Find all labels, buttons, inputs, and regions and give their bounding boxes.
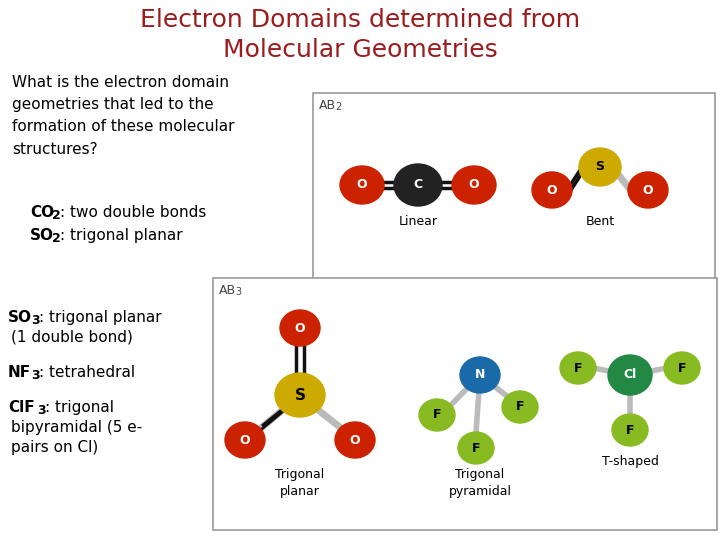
Text: S: S bbox=[595, 160, 605, 173]
Bar bbox=[313, 93, 715, 285]
Text: Molecular Geometries: Molecular Geometries bbox=[222, 38, 498, 62]
Text: O: O bbox=[294, 321, 305, 334]
Text: O: O bbox=[643, 184, 653, 197]
Text: F: F bbox=[472, 442, 480, 455]
Text: : trigonal planar: : trigonal planar bbox=[39, 310, 161, 325]
Text: 3: 3 bbox=[37, 404, 45, 417]
Text: Trigonal
planar: Trigonal planar bbox=[275, 468, 325, 498]
Text: SO: SO bbox=[8, 310, 32, 325]
Text: F: F bbox=[678, 361, 686, 375]
Text: (1 double bond): (1 double bond) bbox=[11, 330, 133, 345]
Ellipse shape bbox=[335, 422, 375, 458]
Text: What is the electron domain
geometries that led to the
formation of these molecu: What is the electron domain geometries t… bbox=[12, 75, 235, 157]
Ellipse shape bbox=[452, 166, 496, 204]
Ellipse shape bbox=[275, 373, 325, 417]
Text: : trigonal planar: : trigonal planar bbox=[60, 228, 183, 243]
Ellipse shape bbox=[460, 357, 500, 393]
Ellipse shape bbox=[458, 432, 494, 464]
Ellipse shape bbox=[612, 414, 648, 446]
Text: 3: 3 bbox=[31, 314, 40, 327]
Text: 3: 3 bbox=[31, 369, 40, 382]
Text: SO: SO bbox=[30, 228, 54, 243]
Text: 3: 3 bbox=[235, 287, 241, 297]
Text: Electron Domains determined from: Electron Domains determined from bbox=[140, 8, 580, 32]
Text: 2: 2 bbox=[52, 232, 60, 245]
Text: F: F bbox=[574, 361, 582, 375]
Ellipse shape bbox=[628, 172, 668, 208]
Text: O: O bbox=[546, 184, 557, 197]
Text: : trigonal: : trigonal bbox=[45, 400, 114, 415]
Text: ClF: ClF bbox=[8, 400, 35, 415]
Text: AB: AB bbox=[219, 284, 236, 297]
Ellipse shape bbox=[532, 172, 572, 208]
Text: F: F bbox=[626, 423, 634, 436]
Text: AB: AB bbox=[319, 99, 336, 112]
Text: S: S bbox=[294, 388, 305, 402]
Ellipse shape bbox=[419, 399, 455, 431]
Text: O: O bbox=[240, 434, 251, 447]
Text: : tetrahedral: : tetrahedral bbox=[39, 365, 135, 380]
Text: 2: 2 bbox=[52, 209, 60, 222]
Text: O: O bbox=[469, 179, 480, 192]
Ellipse shape bbox=[579, 148, 621, 186]
Text: NF: NF bbox=[8, 365, 31, 380]
Text: O: O bbox=[350, 434, 360, 447]
Text: Bent: Bent bbox=[585, 215, 615, 228]
Text: F: F bbox=[433, 408, 441, 422]
Ellipse shape bbox=[225, 422, 265, 458]
Text: 2: 2 bbox=[335, 102, 341, 112]
Text: : two double bonds: : two double bonds bbox=[60, 205, 207, 220]
Text: O: O bbox=[356, 179, 367, 192]
Text: CO: CO bbox=[30, 205, 54, 220]
Bar bbox=[213, 278, 717, 530]
Text: C: C bbox=[413, 179, 423, 192]
Text: pairs on Cl): pairs on Cl) bbox=[11, 440, 98, 455]
Ellipse shape bbox=[502, 391, 538, 423]
Ellipse shape bbox=[608, 355, 652, 395]
Ellipse shape bbox=[560, 352, 596, 384]
Text: Trigonal
pyramidal: Trigonal pyramidal bbox=[449, 468, 511, 498]
Text: F: F bbox=[516, 401, 524, 414]
Text: Cl: Cl bbox=[624, 368, 636, 381]
Text: bipyramidal (5 e-: bipyramidal (5 e- bbox=[11, 420, 143, 435]
Ellipse shape bbox=[394, 164, 442, 206]
Ellipse shape bbox=[340, 166, 384, 204]
Text: N: N bbox=[474, 368, 485, 381]
Text: T-shaped: T-shaped bbox=[602, 455, 658, 468]
Ellipse shape bbox=[280, 310, 320, 346]
Text: Linear: Linear bbox=[398, 215, 438, 228]
Ellipse shape bbox=[664, 352, 700, 384]
